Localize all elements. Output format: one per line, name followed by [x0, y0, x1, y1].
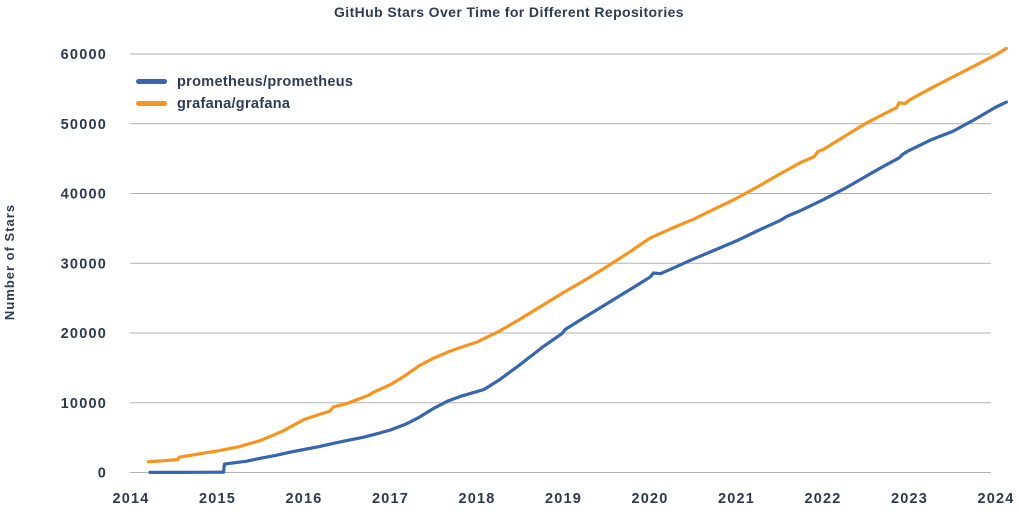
y-tick-label: 0	[98, 466, 107, 482]
legend-label-prometheus: prometheus/prometheus	[177, 73, 354, 90]
y-tick-label: 30000	[61, 256, 107, 272]
x-tick-label: 2020	[631, 491, 668, 507]
y-tick-label: 20000	[61, 326, 107, 342]
y-tick-label: 50000	[61, 117, 107, 133]
x-tick-label: 2021	[718, 491, 755, 507]
y-tick-labels: 0 10000 20000 30000 40000 50000 60000	[61, 47, 107, 482]
gridlines	[130, 53, 991, 473]
x-tick-label: 2022	[804, 491, 841, 507]
x-tick-label: 2019	[545, 491, 582, 507]
x-tick-label: 2018	[458, 491, 495, 507]
series-line-prometheus	[148, 100, 1009, 474]
prometheus-line-swatch-icon	[136, 79, 167, 84]
legend-label-grafana: grafana/grafana	[177, 95, 291, 112]
legend-item-grafana: grafana/grafana	[136, 94, 353, 113]
grafana-line-swatch-icon	[136, 101, 167, 106]
y-tick-label: 10000	[61, 396, 107, 412]
x-tick-label: 2024	[977, 491, 1014, 507]
x-tick-label: 2016	[285, 491, 322, 507]
x-tick-label: 2014	[112, 491, 149, 507]
y-tick-label: 60000	[61, 47, 107, 63]
x-tick-label: 2015	[199, 491, 236, 507]
series-line-grafana	[146, 46, 1009, 464]
series-lines	[146, 46, 1009, 474]
x-tick-label: 2017	[372, 491, 409, 507]
y-tick-label: 40000	[61, 187, 107, 203]
chart-title: GitHub Stars Over Time for Different Rep…	[334, 4, 684, 20]
legend: prometheus/prometheus grafana/grafana	[136, 72, 353, 113]
y-axis-title: Number of Stars	[2, 204, 17, 320]
x-tick-labels: 2014 2015 2016 2017 2018 2019 2020 2021 2022 2023…	[112, 491, 1014, 507]
x-tick-label: 2023	[891, 491, 928, 507]
legend-item-prometheus: prometheus/prometheus	[136, 72, 353, 91]
